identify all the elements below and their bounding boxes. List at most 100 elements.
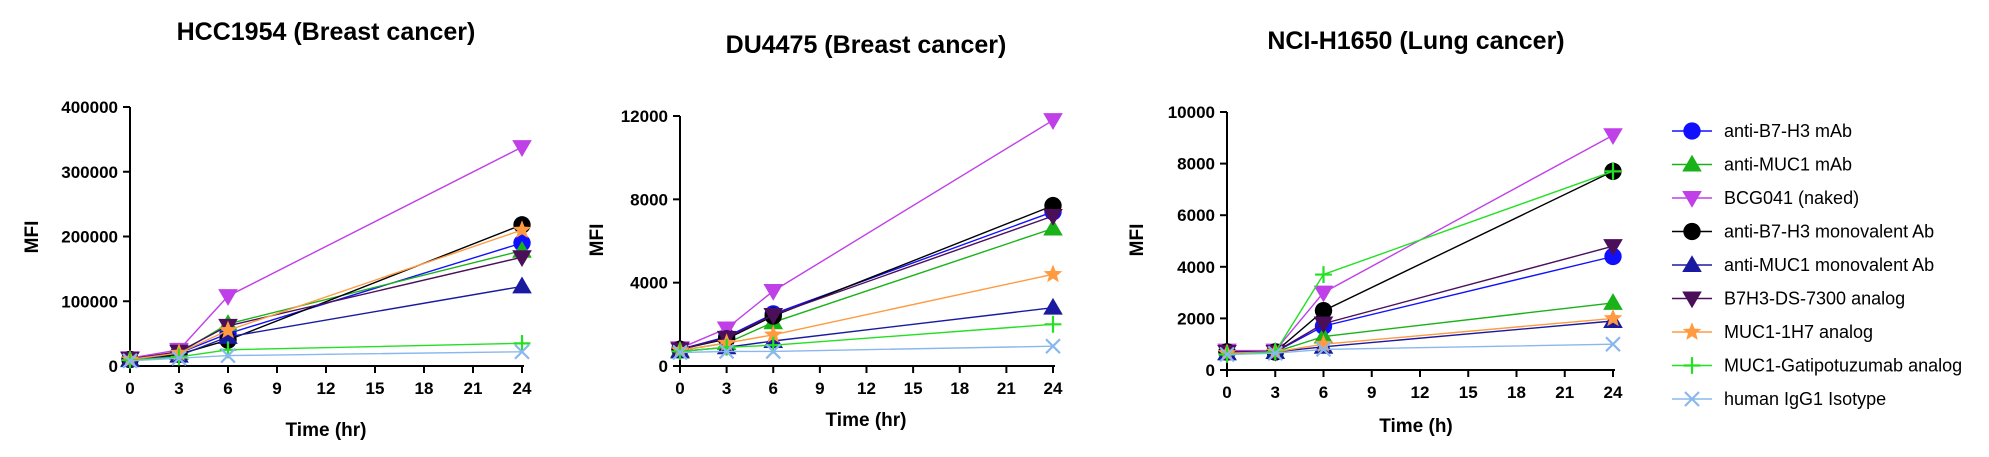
data-point	[765, 343, 782, 360]
legend-marker	[1683, 122, 1701, 140]
y-tick-label: 0	[1206, 361, 1215, 380]
data-point	[1043, 218, 1063, 236]
y-tick-label: 0	[659, 357, 668, 376]
series-b7h3-ds-7300-analog	[670, 209, 1063, 360]
data-point	[1267, 345, 1284, 362]
x-tick-label: 12	[317, 379, 336, 398]
series-human-igg1-isotype	[1219, 336, 1621, 363]
x-tick-label: 0	[675, 379, 684, 398]
legend-label: MUC1-1H7 analog	[1724, 322, 1873, 342]
y-tick-label: 4000	[630, 274, 668, 293]
y-tick-label: 8000	[630, 190, 668, 209]
series-layer	[670, 113, 1063, 361]
chart-title: DU4475 (Breast cancer)	[726, 31, 1007, 59]
legend-marker	[1684, 391, 1700, 407]
series-line	[1227, 134, 1614, 352]
data-point	[1605, 336, 1621, 352]
series-line	[679, 215, 1054, 350]
data-point	[1603, 239, 1623, 256]
legend-label: anti-B7-H3 monovalent Ab	[1724, 222, 1934, 242]
data-point	[513, 334, 531, 352]
data-point	[171, 350, 187, 367]
legend-marker	[1683, 357, 1701, 374]
data-point	[220, 347, 236, 364]
y-axis-label: MFI	[1127, 224, 1148, 257]
x-tick-label: 15	[904, 379, 923, 398]
y-tick-label: 10000	[1168, 103, 1215, 122]
series-line	[679, 323, 1054, 353]
series-b7h3-ds-7300-analog	[1217, 239, 1623, 362]
series-line	[1226, 343, 1614, 356]
series-line	[679, 273, 1054, 352]
x-tick-label: 18	[950, 379, 969, 398]
legend-marker	[1682, 191, 1702, 208]
chart-title: NCI-H1650 (Lung cancer)	[1267, 27, 1564, 55]
series-line	[129, 146, 523, 359]
data-point	[763, 307, 784, 325]
legend-label: BCG041 (naked)	[1724, 188, 1859, 208]
y-axis-label: MFI	[587, 224, 608, 257]
legend-marker	[1682, 322, 1702, 340]
data-point	[1314, 301, 1333, 320]
x-tick-label: 9	[815, 379, 824, 398]
x-tick-label: 3	[1271, 383, 1280, 402]
data-point	[1043, 264, 1063, 283]
data-point	[1044, 315, 1062, 333]
data-point	[512, 250, 532, 268]
legend-item-anti-b7-h3-mab: anti-B7-H3 mAb	[1672, 121, 1852, 141]
x-tick-label: 12	[1411, 383, 1430, 402]
data-point	[514, 343, 530, 360]
series-bcg041-naked	[670, 113, 1063, 359]
series-line	[129, 250, 523, 361]
x-tick-label: 18	[1507, 383, 1526, 402]
data-point	[512, 220, 532, 238]
series-line	[129, 351, 523, 362]
series-layer	[1217, 128, 1623, 363]
y-tick-label: 12000	[621, 107, 668, 126]
x-axis-label: Time (h)	[1379, 416, 1453, 437]
data-point	[1313, 316, 1334, 334]
legend-label: B7H3-DS-7300 analog	[1724, 289, 1905, 309]
legend-marker	[1682, 154, 1702, 172]
x-axis-label: Time (hr)	[826, 410, 907, 431]
y-tick-label: 0	[109, 357, 118, 376]
y-tick-label: 300000	[61, 163, 118, 182]
legend-label: MUC1-Gatipotuzumab analog	[1724, 356, 1962, 376]
legend: anti-B7-H3 mAb anti-MUC1 mAb BCG041 (naked…	[1672, 121, 1962, 409]
y-tick-label: 6000	[1177, 206, 1215, 225]
data-point	[1315, 266, 1332, 283]
data-point	[1219, 346, 1235, 363]
chart-panel-nci-h1650: NCI-H1650 (Lung cancer) MFI Time (h) 0 20…	[1127, 27, 1623, 437]
legend-item-b7h3-ds-7300-analog: B7H3-DS-7300 analog	[1672, 289, 1905, 309]
legend-label: human IgG1 Isotype	[1724, 389, 1886, 409]
data-point	[716, 321, 737, 339]
data-point	[1603, 308, 1623, 327]
legend-marker	[1682, 291, 1702, 309]
legend-label: anti-B7-H3 mAb	[1724, 121, 1852, 141]
series-muc1-gatipotuzumab-analog	[1218, 162, 1622, 363]
y-tick-label: 400000	[61, 98, 118, 117]
data-point	[122, 353, 138, 369]
x-tick-label: 24	[1604, 383, 1623, 402]
y-axis-label: MFI	[22, 221, 43, 254]
x-tick-label: 9	[1367, 383, 1376, 402]
data-point	[718, 343, 735, 360]
x-tick-label: 21	[464, 379, 483, 398]
x-tick-label: 24	[513, 379, 532, 398]
legend-item-anti-b7-h3-monovalent-ab: anti-B7-H3 monovalent Ab	[1672, 222, 1934, 242]
series-line	[679, 204, 1054, 350]
x-tick-label: 3	[174, 379, 183, 398]
data-point	[512, 140, 532, 157]
x-tick-label: 0	[125, 379, 134, 398]
y-tick-label: 8000	[1177, 155, 1215, 174]
series-anti-b7-h3-monovalent-ab	[1218, 162, 1622, 361]
series-layer	[120, 140, 532, 369]
x-tick-label: 15	[1459, 383, 1478, 402]
axes: 0 4000 8000 12000 0 3 6 9 12 15 18 21 24	[621, 107, 1063, 398]
x-tick-label: 6	[223, 379, 232, 398]
legend-label: anti-MUC1 monovalent Ab	[1724, 255, 1934, 275]
x-tick-label: 12	[857, 379, 876, 398]
legend-label: anti-MUC1 mAb	[1724, 155, 1852, 175]
chart-panel-du4475: DU4475 (Breast cancer) MFI Time (hr) 0 40…	[587, 31, 1063, 431]
data-point	[1603, 293, 1623, 310]
